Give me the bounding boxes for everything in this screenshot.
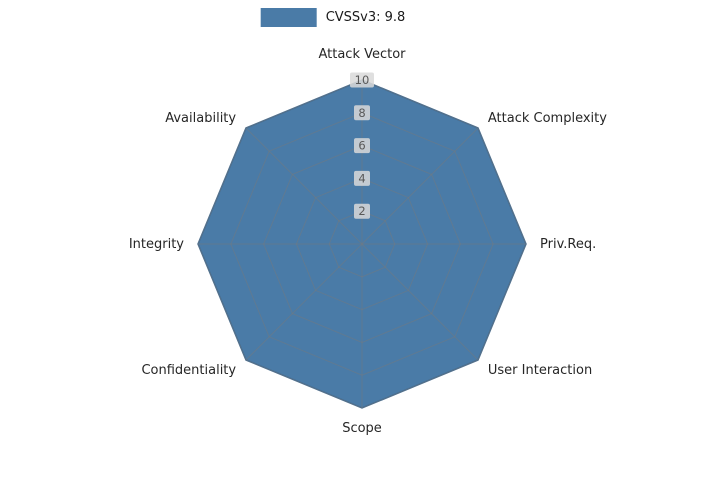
radar-grid-ring — [295, 177, 429, 311]
radar-axis-spoke — [245, 243, 363, 361]
radar-axis-label: Scope — [342, 421, 382, 436]
radar-tick-label: 2 — [358, 204, 365, 218]
radar-grid-ring — [197, 79, 527, 409]
legend-label: CVSSv3: 9.8 — [325, 10, 406, 25]
radar-grid-ring — [328, 210, 396, 278]
chart-legend: CVSSv3: 9.8 — [260, 8, 406, 27]
radar-tick-box — [350, 72, 374, 88]
radar-axis-label: Attack Vector — [318, 47, 406, 62]
radar-axis-label: Priv.Req. — [540, 237, 596, 252]
radar-tick-label: 4 — [358, 171, 365, 185]
radar-data-polygon — [197, 79, 527, 409]
radar-grid-ring — [230, 112, 494, 376]
radar-tick-box — [354, 105, 370, 121]
radar-axis-spoke — [361, 127, 479, 245]
radar-tick-label: 10 — [355, 73, 370, 87]
radar-axis-spoke — [245, 127, 363, 245]
radar-tick-box — [354, 170, 370, 186]
legend-swatch — [260, 8, 317, 27]
radar-axis-label: Integrity — [129, 237, 184, 252]
radar-tick-label: 6 — [358, 139, 365, 153]
radar-axis-label: Attack Complexity — [488, 111, 607, 126]
radar-axis-spoke — [361, 243, 479, 361]
radar-grid-ring — [263, 145, 461, 343]
radar-axis-label: User Interaction — [488, 363, 592, 378]
radar-tick-box — [354, 138, 370, 154]
radar-axis-label: Confidentiality — [141, 363, 236, 378]
radar-axis-label: Availability — [165, 111, 236, 126]
radar-tick-label: 8 — [358, 106, 365, 120]
radar-tick-box — [354, 203, 370, 219]
